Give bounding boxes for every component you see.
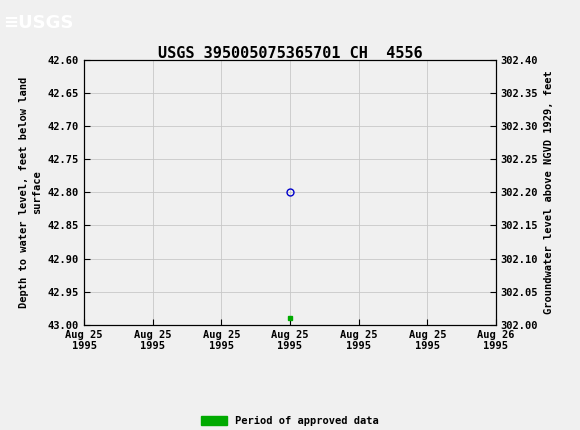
Legend: Period of approved data: Period of approved data [197, 412, 383, 430]
Text: USGS 395005075365701 CH  4556: USGS 395005075365701 CH 4556 [158, 46, 422, 61]
Text: ≡USGS: ≡USGS [3, 14, 74, 31]
Y-axis label: Depth to water level, feet below land
surface: Depth to water level, feet below land su… [19, 77, 42, 308]
Y-axis label: Groundwater level above NGVD 1929, feet: Groundwater level above NGVD 1929, feet [544, 71, 554, 314]
